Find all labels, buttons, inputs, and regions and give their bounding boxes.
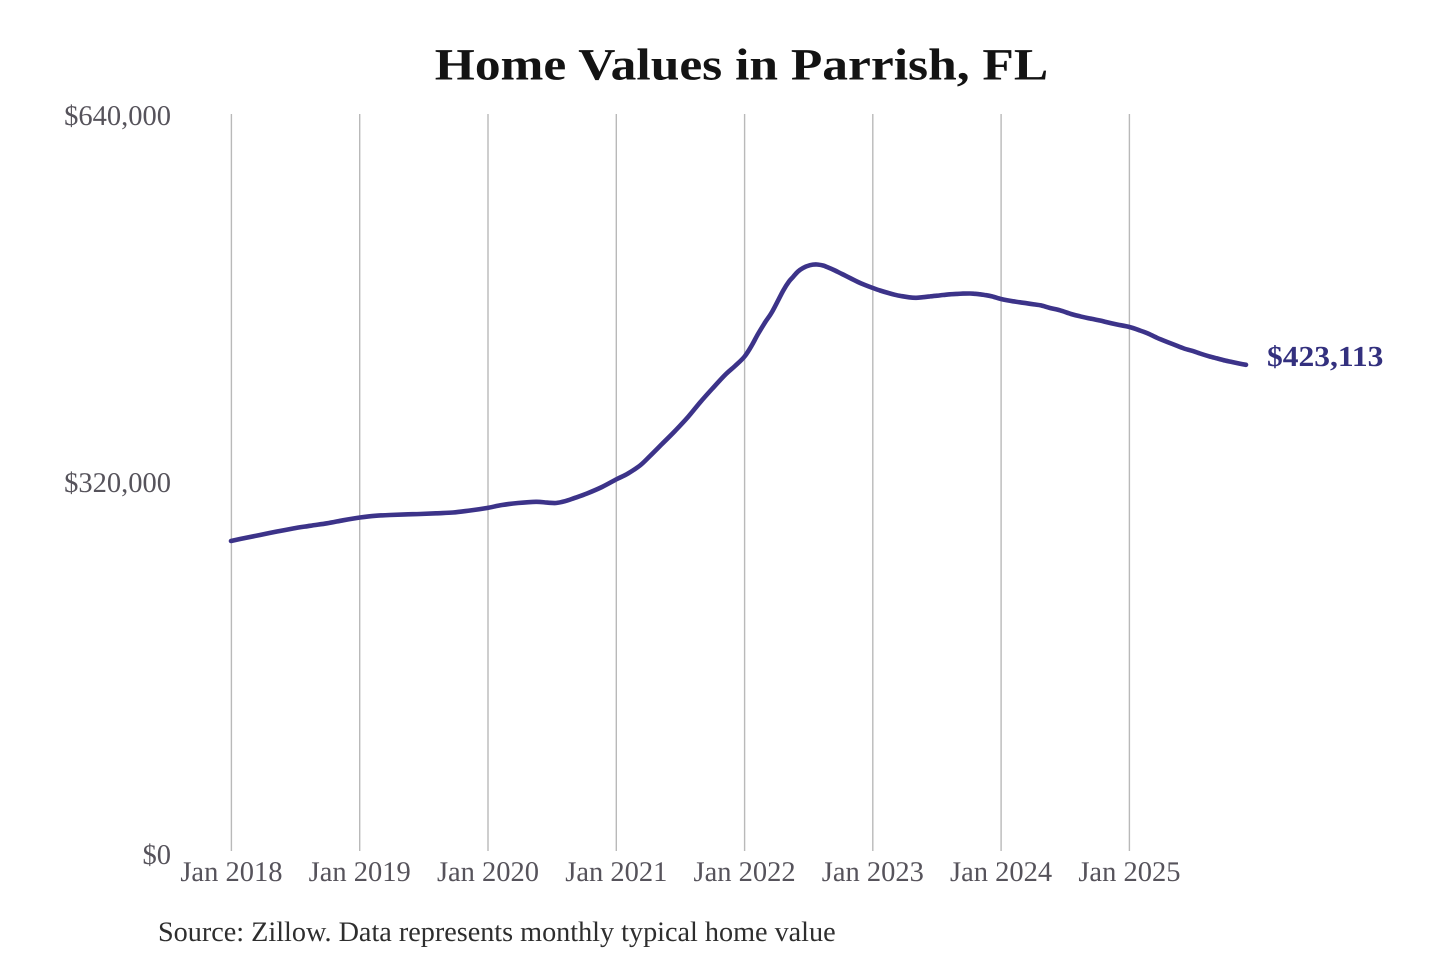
svg-text:Source: Zillow. Data represent: Source: Zillow. Data represents monthly … [158, 917, 836, 948]
svg-text:Jan 2024: Jan 2024 [950, 857, 1052, 888]
svg-text:$640,000: $640,000 [64, 101, 171, 132]
svg-text:Jan 2022: Jan 2022 [694, 857, 796, 888]
svg-text:Jan 2021: Jan 2021 [565, 857, 667, 888]
svg-text:Jan 2023: Jan 2023 [822, 857, 924, 888]
svg-text:Jan 2018: Jan 2018 [180, 857, 282, 888]
svg-text:Jan 2020: Jan 2020 [437, 857, 539, 888]
svg-text:$320,000: $320,000 [64, 468, 171, 499]
svg-text:Home Values in Parrish, FL: Home Values in Parrish, FL [435, 40, 1048, 90]
svg-text:$0: $0 [143, 840, 172, 871]
svg-text:$423,113: $423,113 [1267, 341, 1383, 373]
svg-text:Jan 2019: Jan 2019 [309, 857, 411, 888]
svg-text:Jan 2025: Jan 2025 [1078, 857, 1180, 888]
